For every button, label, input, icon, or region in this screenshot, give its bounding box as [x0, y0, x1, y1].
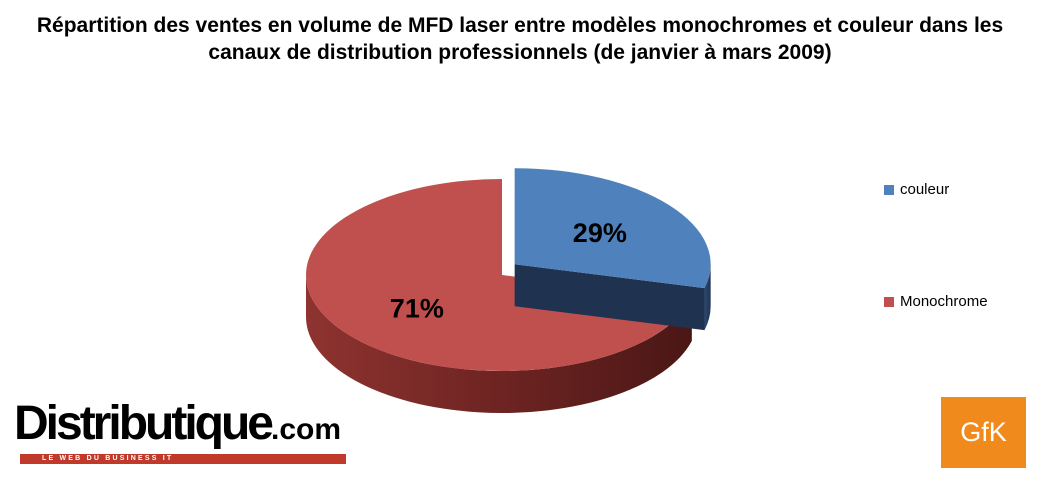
distributique-tagline: LE WEB DU BUSINESS IT	[20, 454, 346, 464]
slice-couleur-wall	[514, 264, 705, 331]
slice-couleur-side	[704, 264, 711, 331]
legend-item-monochrome: Monochrome	[884, 293, 988, 310]
slice-monochrome	[305, 179, 692, 371]
distributique-logo-name: Distributique	[14, 397, 274, 450]
legend-swatch-monochrome	[884, 296, 894, 307]
legend-label-monochrome: Monochrome	[900, 293, 988, 310]
gfk-logo: GfK	[941, 397, 1026, 468]
legend-swatch-couleur	[884, 184, 894, 195]
data-label-monochrome: 71%	[390, 293, 444, 323]
distributique-logo: Distributique.com LE WEB DU BUSINESS IT	[14, 396, 354, 470]
legend-label-couleur: couleur	[900, 181, 950, 198]
chart-title: Répartition des ventes en volume de MFD …	[36, 14, 1004, 64]
data-label-couleur: 29%	[573, 218, 627, 248]
slice-monochrome-side	[306, 275, 692, 413]
slice-couleur	[514, 168, 711, 289]
distributique-logo-domain: .com	[271, 413, 342, 446]
legend-item-couleur: couleur	[884, 181, 949, 198]
